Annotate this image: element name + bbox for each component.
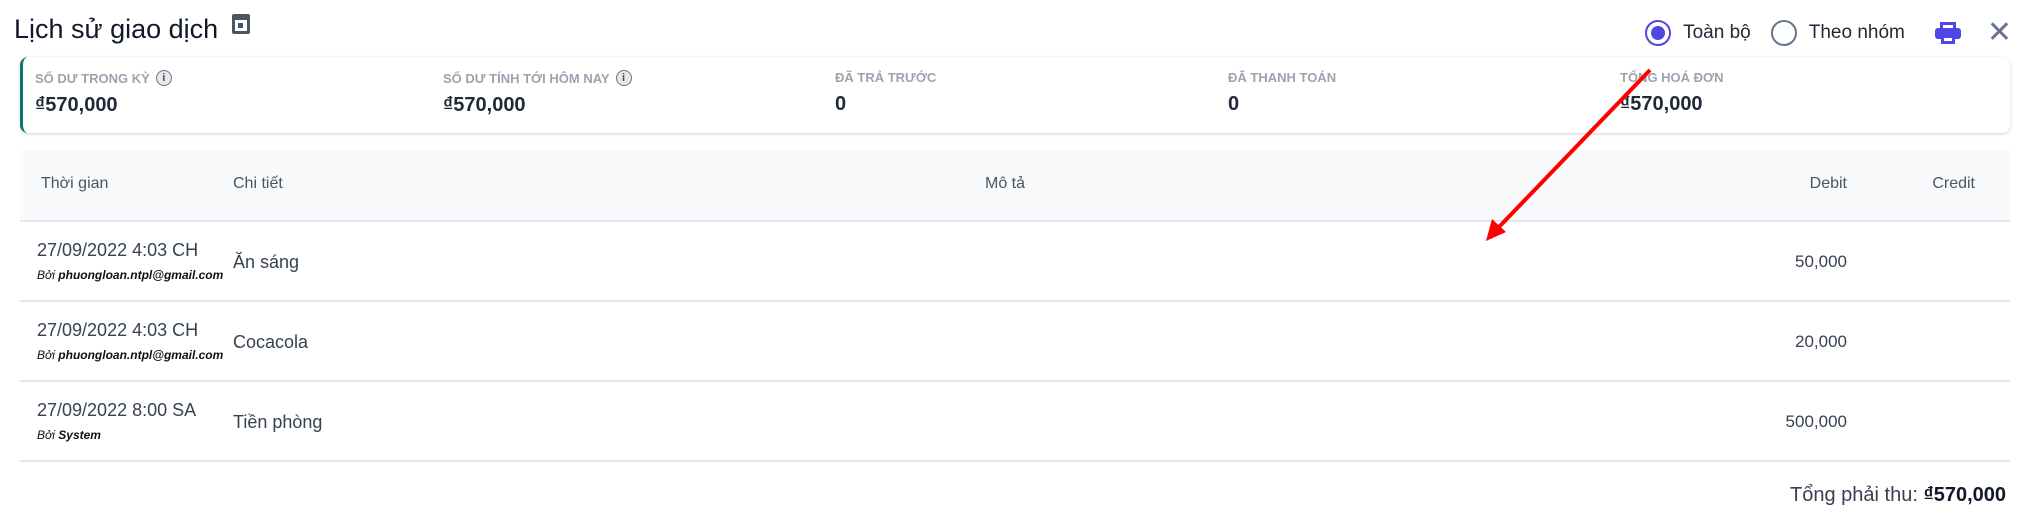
total-receivable: Tổng phải thu: ₫570,000	[1790, 484, 2006, 507]
stat-total-invoice: TỔNG HOÁ ĐƠN ₫570,000	[1620, 70, 1724, 116]
total-label: Tổng phải thu:	[1790, 484, 1918, 506]
row-debit: 20,000	[1795, 332, 1847, 351]
row-author: Bởi System	[37, 428, 101, 442]
stat-value: 0	[1228, 93, 1240, 115]
table-header: Thời gian Chi tiết Mô tả Debit Credit	[20, 150, 2010, 222]
by-prefix: Bởi	[37, 348, 55, 362]
radio-selected-icon[interactable]	[1645, 20, 1672, 46]
stat-label: SỐ DƯ TRONG KỲ	[35, 70, 150, 86]
stat-period-balance: SỐ DƯ TRONG KỲ i ₫570,000	[35, 70, 172, 117]
table-row[interactable]: 27/09/2022 8:00 SA Bởi System Tiền phòng…	[20, 382, 2010, 462]
row-detail: Ăn sáng	[233, 252, 300, 272]
stat-label: ĐÃ TRẢ TRƯỚC	[835, 70, 937, 85]
by-prefix: Bởi	[37, 428, 55, 442]
row-author: Bởi phuongloan.ntpl@gmail.com	[37, 348, 223, 362]
row-debit: 50,000	[1795, 252, 1847, 271]
author-name: System	[58, 428, 101, 442]
stat-value: ₫570,000	[1620, 93, 1703, 115]
row-debit: 500,000	[1785, 412, 1847, 431]
row-detail: Tiền phòng	[233, 412, 323, 432]
info-icon[interactable]: i	[155, 70, 172, 86]
column-time: Thời gian	[41, 175, 109, 192]
radio-unselected-icon[interactable]	[1770, 20, 1797, 46]
table-row[interactable]: 27/09/2022 4:03 CH Bởi phuongloan.ntpl@g…	[20, 302, 2010, 382]
stat-label: TỔNG HOÁ ĐƠN	[1620, 70, 1724, 85]
transactions-table: Thời gian Chi tiết Mô tả Debit Credit 27…	[20, 150, 2010, 462]
calendar-icon[interactable]	[232, 13, 251, 34]
stat-value: ₫570,000	[35, 94, 118, 116]
radio-all[interactable]: Toàn bộ	[1645, 20, 1751, 46]
stat-value: 0	[835, 93, 847, 115]
toolbar: Toàn bộ Theo nhóm ✕	[1645, 18, 2012, 48]
author-name: phuongloan.ntpl@gmail.com	[58, 348, 224, 362]
stat-value: ₫570,000	[443, 94, 526, 116]
printer-icon[interactable]	[1934, 22, 1961, 44]
row-author: Bởi phuongloan.ntpl@gmail.com	[37, 268, 223, 282]
row-time: 27/09/2022 4:03 CH	[37, 320, 199, 340]
info-icon[interactable]: i	[615, 70, 632, 86]
radio-by-group[interactable]: Theo nhóm	[1770, 20, 1905, 46]
column-description: Mô tả	[985, 175, 1026, 192]
column-detail: Chi tiết	[233, 175, 283, 192]
page-title: Lịch sử giao dịch	[14, 14, 219, 44]
column-debit: Debit	[1809, 175, 1847, 192]
table-row[interactable]: 27/09/2022 4:03 CH Bởi phuongloan.ntpl@g…	[20, 222, 2010, 302]
stat-label: ĐÃ THANH TOÁN	[1228, 70, 1337, 85]
page-title-area: Lịch sử giao dịch	[14, 13, 251, 45]
row-time: 27/09/2022 8:00 SA	[37, 400, 197, 420]
stat-balance-today: SỐ DƯ TÍNH TỚI HÔM NAY i ₫570,000	[443, 70, 632, 117]
row-detail: Cocacola	[233, 332, 309, 352]
stat-prepaid: ĐÃ TRẢ TRƯỚC 0	[835, 70, 936, 116]
stat-label: SỐ DƯ TÍNH TỚI HÔM NAY	[443, 70, 610, 86]
by-prefix: Bởi	[37, 268, 55, 282]
radio-group-label: Theo nhóm	[1808, 22, 1905, 43]
radio-all-label: Toàn bộ	[1683, 22, 1751, 43]
author-name: phuongloan.ntpl@gmail.com	[58, 268, 224, 282]
close-icon[interactable]: ✕	[1986, 16, 2012, 49]
column-credit: Credit	[1932, 175, 1975, 192]
stat-paid: ĐÃ THANH TOÁN 0	[1228, 70, 1336, 116]
row-time: 27/09/2022 4:03 CH	[37, 240, 199, 260]
summary-card: SỐ DƯ TRONG KỲ i ₫570,000 SỐ DƯ TÍNH TỚI H…	[20, 57, 2010, 133]
total-value: ₫570,000	[1923, 484, 2006, 506]
